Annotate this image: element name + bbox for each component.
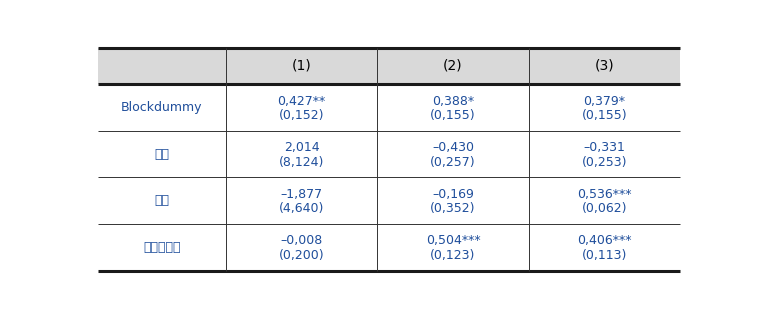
Text: 0,504***: 0,504***: [426, 234, 480, 247]
Text: (4,640): (4,640): [279, 202, 324, 215]
Text: 지방교부세: 지방교부세: [143, 241, 181, 254]
Text: (0,113): (0,113): [581, 249, 627, 262]
Text: (1): (1): [291, 59, 311, 73]
Text: (0,123): (0,123): [430, 249, 476, 262]
Text: –0,169: –0,169: [432, 188, 474, 201]
Text: (0,155): (0,155): [430, 109, 476, 122]
Text: –0,430: –0,430: [432, 141, 474, 154]
Text: (8,124): (8,124): [279, 156, 324, 169]
Bar: [98, 131, 680, 177]
Text: 2,014: 2,014: [284, 141, 320, 154]
Text: 0,427**: 0,427**: [278, 94, 326, 108]
Text: (0,253): (0,253): [581, 156, 627, 169]
Text: (0,200): (0,200): [279, 249, 324, 262]
Text: (0,352): (0,352): [430, 202, 476, 215]
Bar: [98, 48, 680, 84]
Text: (2): (2): [443, 59, 463, 73]
Text: –0,331: –0,331: [584, 141, 625, 154]
Bar: [98, 84, 680, 131]
Text: 0,388*: 0,388*: [432, 94, 474, 108]
Bar: [98, 224, 680, 271]
Text: 0,379*: 0,379*: [584, 94, 625, 108]
Text: 0,406***: 0,406***: [577, 234, 631, 247]
Text: 인구: 인구: [154, 194, 169, 207]
Text: (0,062): (0,062): [581, 202, 627, 215]
Text: –0,008: –0,008: [281, 234, 323, 247]
Text: (0,152): (0,152): [279, 109, 324, 122]
Text: 면적: 면적: [154, 148, 169, 161]
Bar: [98, 177, 680, 224]
Text: (3): (3): [594, 59, 614, 73]
Text: –1,877: –1,877: [281, 188, 323, 201]
Text: Blockdummy: Blockdummy: [121, 101, 203, 114]
Text: (0,155): (0,155): [581, 109, 627, 122]
Bar: [98, 48, 680, 50]
Text: (0,257): (0,257): [430, 156, 476, 169]
Text: 0,536***: 0,536***: [577, 188, 631, 201]
